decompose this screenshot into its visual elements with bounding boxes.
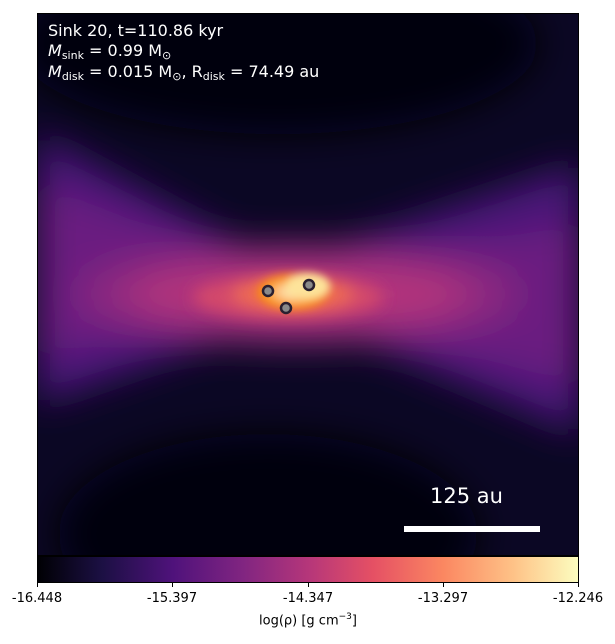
sink-marker (261, 284, 275, 298)
colorbar-label-end: ] (351, 613, 357, 629)
scale-bar (404, 526, 540, 532)
solar-symbol: ⊙ (172, 70, 182, 83)
colorbar-tick-label: -15.397 (146, 591, 198, 606)
sink-mass-label: Msink = 0.99 M⊙ (48, 41, 171, 66)
colorbar-tick (578, 583, 579, 587)
sink-title: Sink 20, t=110.86 kyr (48, 21, 224, 40)
disk-mass-subscript: disk (61, 70, 84, 83)
disk-mass-value: = 0.015 M (83, 62, 173, 81)
colorbar-tick-label: -13.297 (417, 591, 469, 606)
disk-radius-subscript: disk (202, 70, 225, 83)
disk-radius-value: = 74.49 au (224, 62, 320, 81)
sink-mass-value: = 0.99 M (83, 41, 163, 60)
colorbar-tick-label: -16.448 (11, 591, 63, 606)
colorbar-tick-label: -12.246 (552, 591, 604, 606)
scale-bar-label: 125 au (430, 484, 503, 508)
colorbar-label-exponent: −3 (338, 612, 352, 622)
colorbar (37, 556, 579, 583)
density-map: Sink 20, t=110.86 kyr Msink = 0.99 M⊙ Md… (37, 13, 579, 556)
solar-symbol: ⊙ (162, 49, 172, 62)
colorbar-label-main: log(ρ) [g cm (259, 613, 339, 629)
colorbar-tick (37, 583, 38, 587)
mass-symbol: M (48, 41, 62, 60)
colorbar-tick (443, 583, 444, 587)
mass-subscript: sink (61, 49, 84, 62)
colorbar-label: log(ρ) [g cm−3] (259, 612, 357, 628)
disk-mass-symbol: M (48, 62, 62, 81)
disk-properties-label: Mdisk = 0.015 M⊙, Rdisk = 74.49 au (48, 62, 319, 87)
colorbar-tick (308, 583, 309, 587)
sink-marker (279, 301, 293, 315)
colorbar-tick (172, 583, 173, 587)
density-image (38, 14, 578, 555)
colorbar-tick-label: -14.347 (282, 591, 334, 606)
disk-radius-prefix: , R (181, 62, 203, 81)
sink-marker (302, 278, 316, 292)
